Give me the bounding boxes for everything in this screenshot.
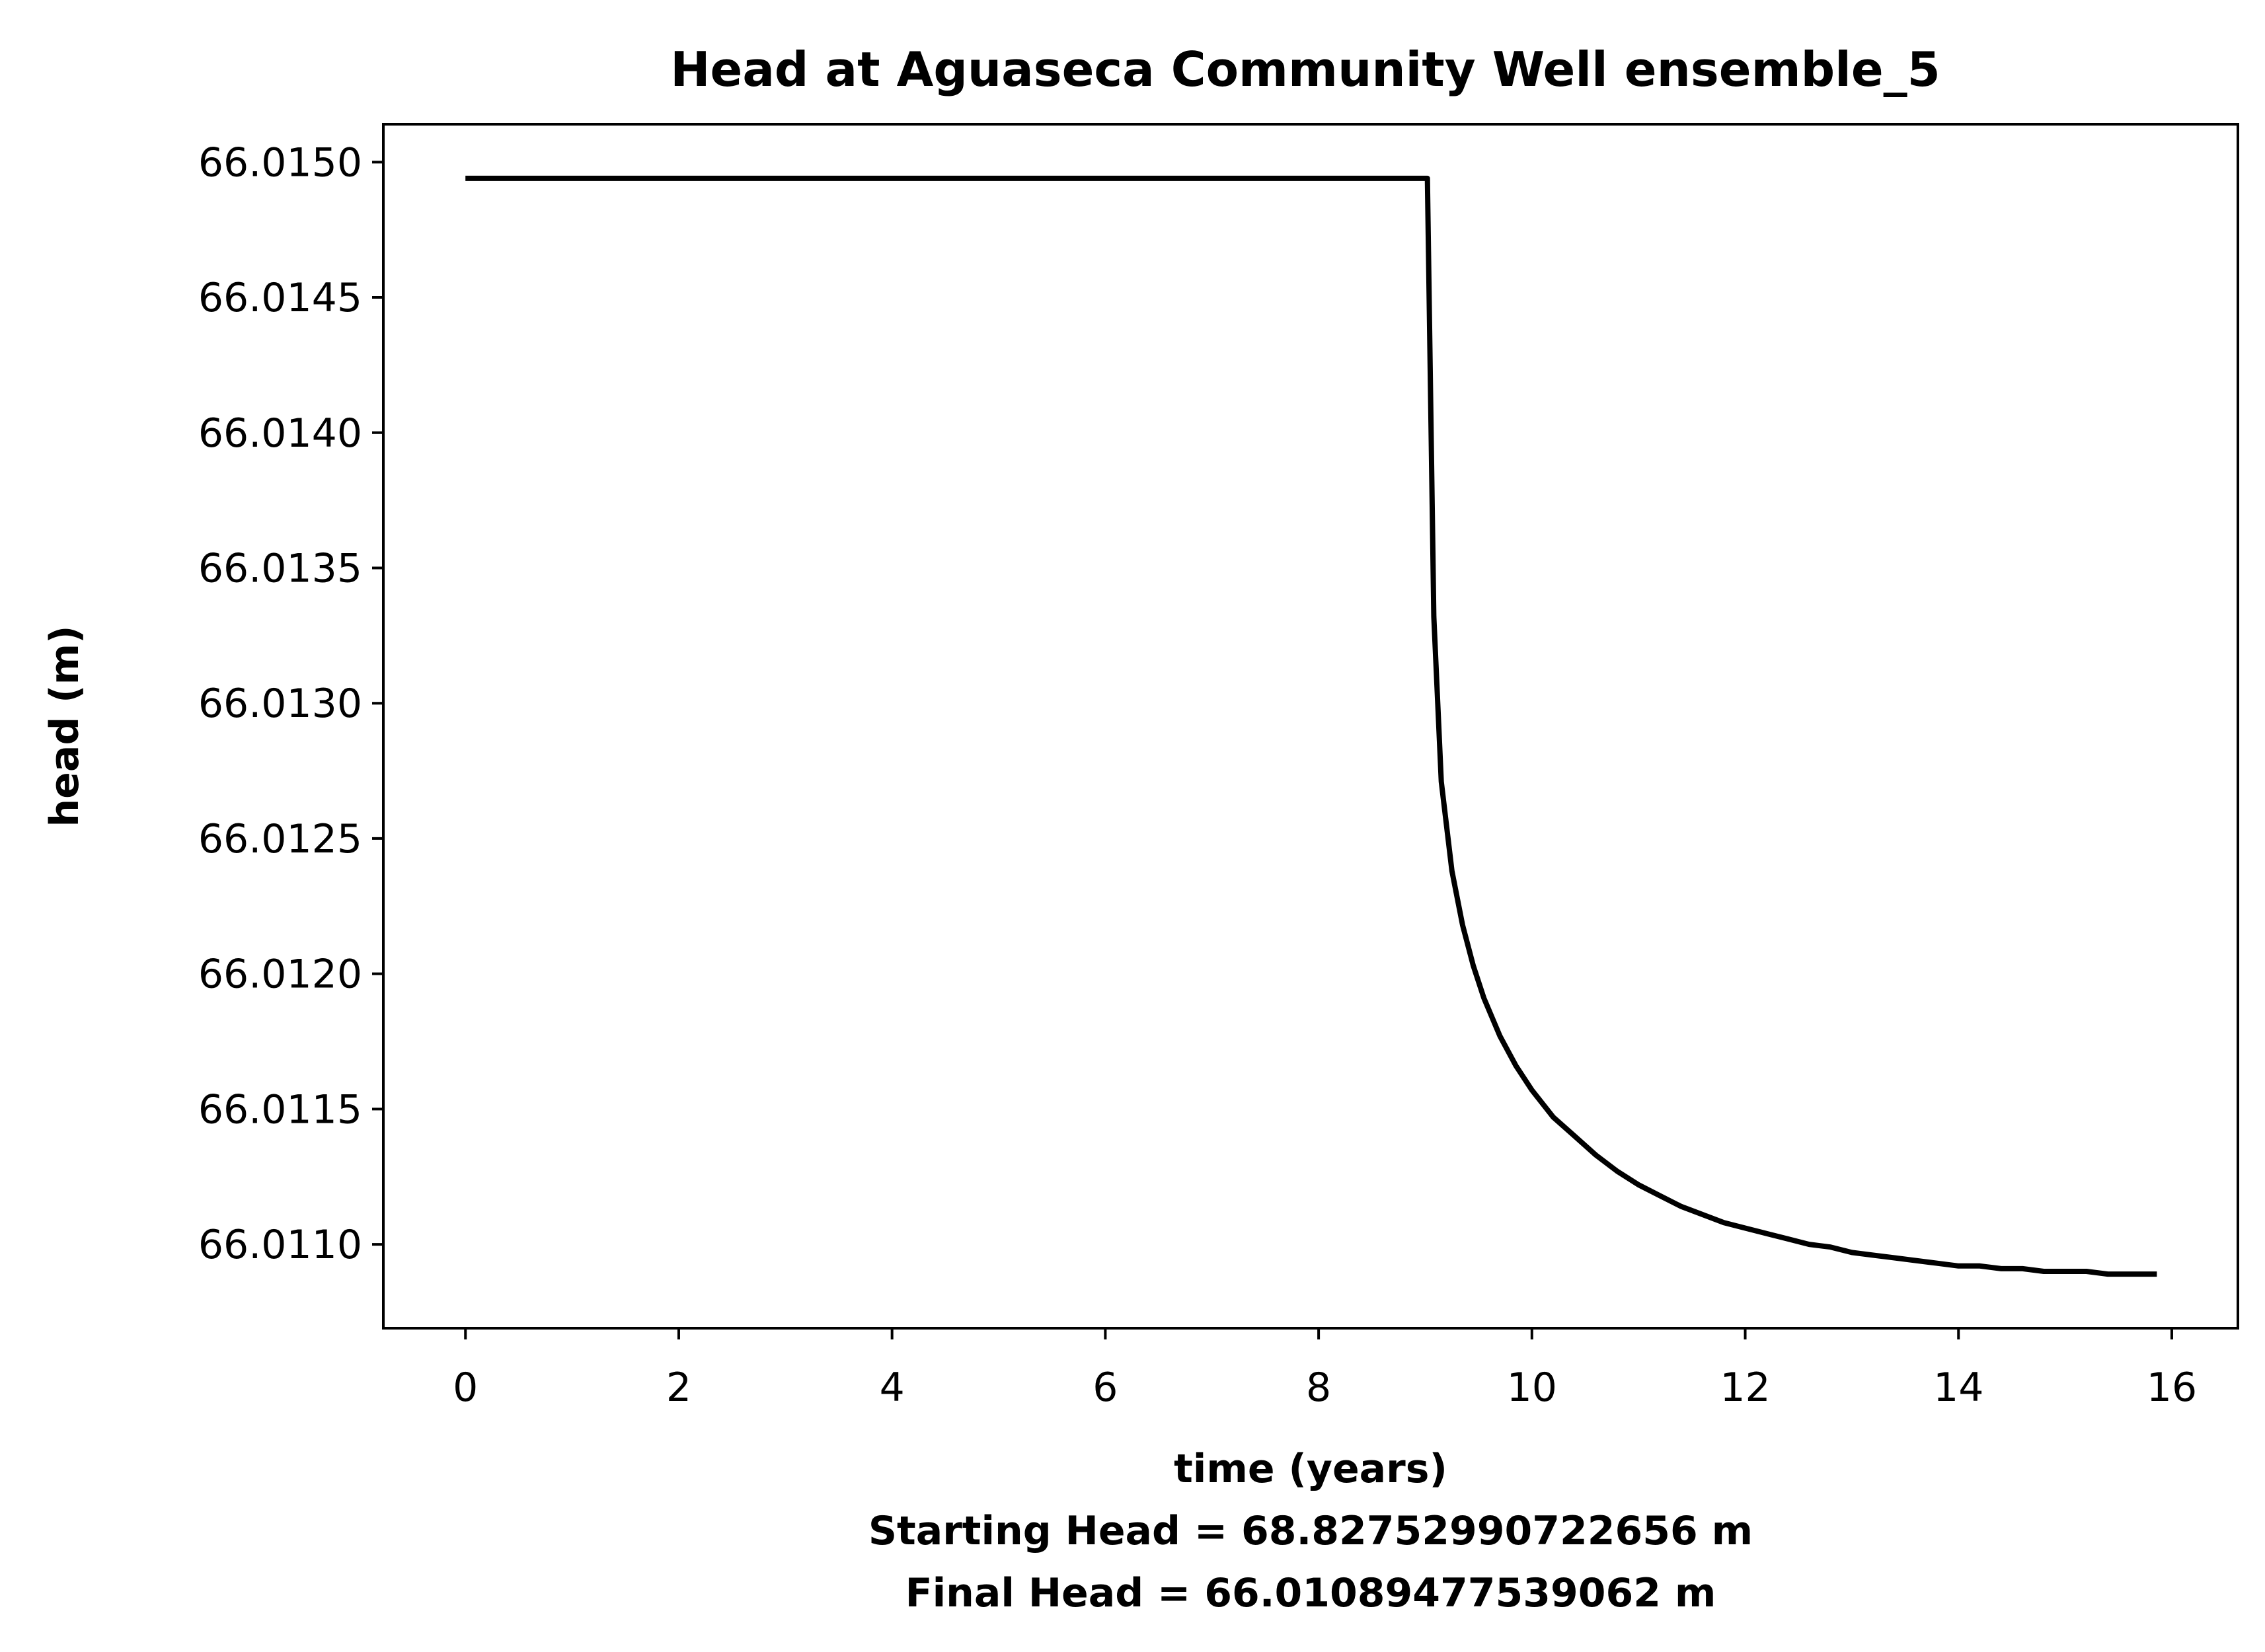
final-head-annotation: Final Head = 66.01089477539062 m xyxy=(905,1570,1716,1616)
x-tick-label: 12 xyxy=(1720,1365,1770,1411)
x-tick-label: 10 xyxy=(1507,1365,1557,1411)
starting-head-annotation: Starting Head = 68.82752990722656 m xyxy=(868,1508,1753,1554)
y-tick-label: 66.0120 xyxy=(198,952,362,998)
y-tick-label: 66.0140 xyxy=(198,410,362,457)
x-tick-label: 4 xyxy=(880,1365,905,1411)
plot-area xyxy=(382,123,2239,1330)
y-axis-label: head (m) xyxy=(42,625,88,827)
head-series-line xyxy=(465,175,2157,1277)
x-tick-label: 2 xyxy=(666,1365,691,1411)
x-tick-label: 6 xyxy=(1093,1365,1118,1411)
x-axis: 0 2 4 6 8 10 12 14 16 xyxy=(453,1328,2197,1411)
x-axis-label: time (years) xyxy=(1174,1446,1447,1492)
y-tick-label: 66.0150 xyxy=(198,139,362,186)
y-tick-label: 66.0145 xyxy=(198,275,362,321)
y-axis: 66.0110 66.0115 66.0120 66.0125 66.0130 66.01… xyxy=(198,139,383,1268)
y-tick-label: 66.0125 xyxy=(198,816,362,862)
y-tick-label: 66.0115 xyxy=(198,1086,362,1133)
x-tick-label: 16 xyxy=(2147,1365,2197,1411)
x-tick-label: 8 xyxy=(1306,1365,1331,1411)
y-tick-label: 66.0135 xyxy=(198,545,362,591)
y-tick-label: 66.0110 xyxy=(198,1222,362,1268)
chart-title: Head at Aguaseca Community Well ensemble… xyxy=(670,42,1940,97)
y-tick-label: 66.0130 xyxy=(198,681,362,727)
x-tick-label: 0 xyxy=(453,1365,478,1411)
x-tick-label: 14 xyxy=(1933,1365,1983,1411)
